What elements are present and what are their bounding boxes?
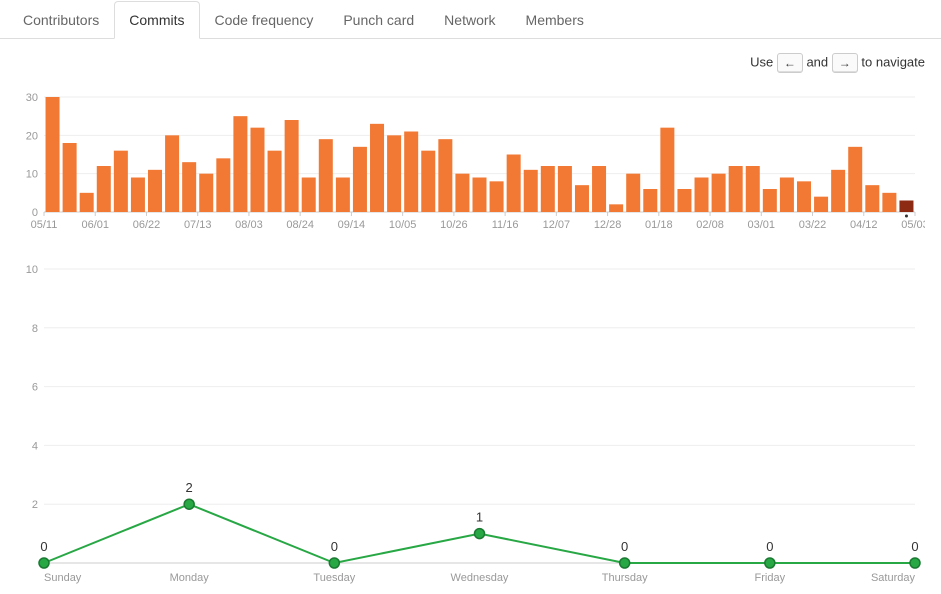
svg-text:10/05: 10/05 xyxy=(389,219,417,231)
commits-bar-chart: 0 10 20 30 05/11 06/01 06/22 07/13 08/03 08/24 09/… xyxy=(16,89,925,237)
svg-text:0: 0 xyxy=(621,539,628,554)
svg-text:08/03: 08/03 xyxy=(235,219,263,231)
nav-hint: Use ← and → to navigate xyxy=(0,39,941,81)
svg-text:30: 30 xyxy=(26,92,38,104)
arrow-right-icon: → xyxy=(832,53,858,73)
svg-text:2: 2 xyxy=(32,499,38,511)
tab-commits[interactable]: Commits xyxy=(114,1,199,39)
svg-text:Monday: Monday xyxy=(170,572,210,584)
svg-text:0: 0 xyxy=(911,539,918,554)
tab-contributors[interactable]: Contributors xyxy=(8,1,114,39)
svg-text:05/03: 05/03 xyxy=(901,219,925,231)
arrow-left-icon: ← xyxy=(777,53,803,73)
svg-text:09/14: 09/14 xyxy=(338,219,366,231)
nav-hint-navigate: to navigate xyxy=(861,54,925,69)
svg-text:2: 2 xyxy=(186,480,193,495)
svg-text:10: 10 xyxy=(26,264,38,276)
svg-text:08/24: 08/24 xyxy=(286,219,314,231)
tab-punch-card[interactable]: Punch card xyxy=(328,1,429,39)
weekday-line-chart: 2 4 6 8 10 0 Sunday 2 Monday 0 Tuesday 1 Wednesday 0 T… xyxy=(16,261,925,594)
svg-text:0: 0 xyxy=(766,539,773,554)
svg-text:1: 1 xyxy=(476,510,483,525)
svg-text:0: 0 xyxy=(331,539,338,554)
svg-text:07/13: 07/13 xyxy=(184,219,212,231)
svg-text:05/11: 05/11 xyxy=(31,219,58,231)
svg-text:06/01: 06/01 xyxy=(81,219,109,231)
svg-text:0: 0 xyxy=(32,207,38,219)
svg-text:02/08: 02/08 xyxy=(696,219,724,231)
svg-text:4: 4 xyxy=(32,440,38,452)
svg-text:11/16: 11/16 xyxy=(492,219,519,231)
tab-members[interactable]: Members xyxy=(511,1,599,39)
svg-text:0: 0 xyxy=(40,539,47,554)
svg-text:03/22: 03/22 xyxy=(799,219,827,231)
svg-text:6: 6 xyxy=(32,382,38,394)
tab-network[interactable]: Network xyxy=(429,1,510,39)
svg-text:10/26: 10/26 xyxy=(440,219,468,231)
svg-text:12/07: 12/07 xyxy=(543,219,571,231)
svg-text:Sunday: Sunday xyxy=(44,572,82,584)
nav-hint-use: Use xyxy=(750,54,773,69)
svg-text:20: 20 xyxy=(26,130,38,142)
svg-text:8: 8 xyxy=(32,323,38,335)
svg-text:01/18: 01/18 xyxy=(645,219,673,231)
nav-hint-and: and xyxy=(806,54,828,69)
svg-text:Tuesday: Tuesday xyxy=(313,572,355,584)
svg-text:06/22: 06/22 xyxy=(133,219,161,231)
tab-code-frequency[interactable]: Code frequency xyxy=(200,1,329,39)
svg-text:12/28: 12/28 xyxy=(594,219,622,231)
svg-text:Saturday: Saturday xyxy=(871,572,916,584)
svg-text:03/01: 03/01 xyxy=(748,219,776,231)
svg-text:Thursday: Thursday xyxy=(602,572,648,584)
svg-text:10: 10 xyxy=(26,169,38,181)
svg-text:Wednesday: Wednesday xyxy=(451,572,509,584)
tabs: Contributors Commits Code frequency Punc… xyxy=(0,0,941,39)
svg-text:Friday: Friday xyxy=(755,572,786,584)
svg-text:04/12: 04/12 xyxy=(850,219,878,231)
